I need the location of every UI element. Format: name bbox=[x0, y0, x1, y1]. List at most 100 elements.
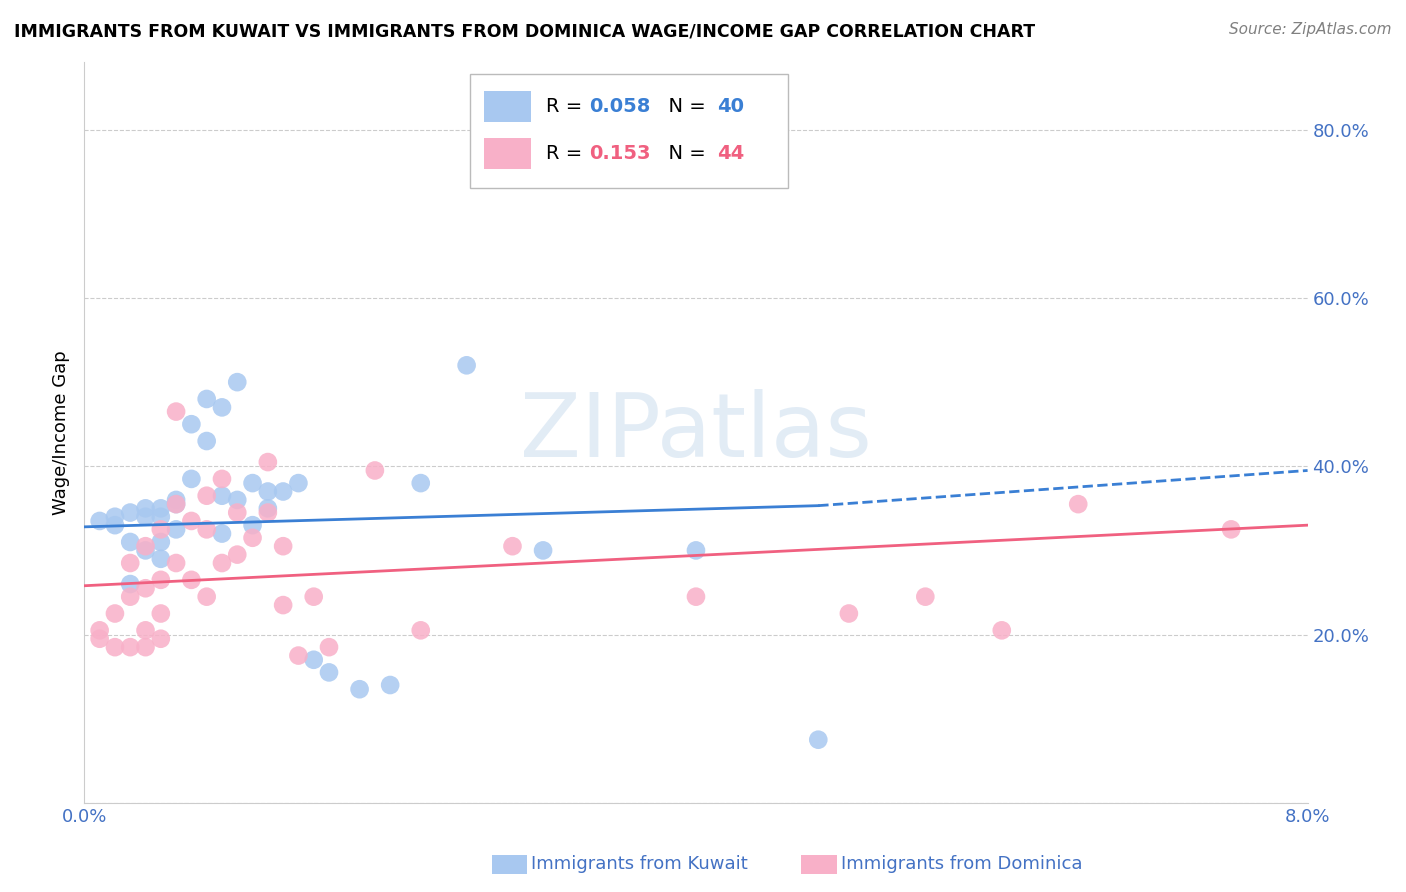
Point bbox=[120, 640, 142, 655]
Point bbox=[257, 484, 280, 499]
Point bbox=[287, 648, 309, 663]
Point bbox=[135, 581, 157, 595]
Point bbox=[120, 577, 142, 591]
Point bbox=[149, 632, 172, 646]
Point bbox=[89, 632, 111, 646]
Text: N =: N = bbox=[655, 97, 711, 116]
Point bbox=[165, 497, 187, 511]
Point bbox=[1067, 497, 1090, 511]
Point bbox=[180, 472, 202, 486]
Point bbox=[165, 522, 187, 536]
Point bbox=[149, 607, 172, 621]
Point bbox=[318, 665, 340, 680]
Point bbox=[180, 573, 202, 587]
Point bbox=[165, 497, 187, 511]
Text: 44: 44 bbox=[717, 144, 744, 163]
Point bbox=[914, 590, 936, 604]
Point bbox=[226, 548, 249, 562]
Bar bbox=[484, 138, 531, 169]
Point bbox=[409, 476, 432, 491]
Text: Source: ZipAtlas.com: Source: ZipAtlas.com bbox=[1229, 22, 1392, 37]
Point bbox=[149, 573, 172, 587]
Point bbox=[287, 476, 309, 491]
Point bbox=[149, 551, 172, 566]
Point bbox=[149, 501, 172, 516]
Point bbox=[211, 489, 233, 503]
Point bbox=[364, 463, 387, 477]
Point bbox=[165, 404, 187, 418]
Point bbox=[135, 509, 157, 524]
Point bbox=[165, 492, 187, 507]
Point bbox=[104, 607, 127, 621]
Point bbox=[257, 506, 280, 520]
Point bbox=[302, 590, 325, 604]
Text: 0.153: 0.153 bbox=[589, 144, 651, 163]
Text: 40: 40 bbox=[717, 97, 744, 116]
Point bbox=[195, 392, 218, 406]
Text: 0.058: 0.058 bbox=[589, 97, 651, 116]
Text: IMMIGRANTS FROM KUWAIT VS IMMIGRANTS FROM DOMINICA WAGE/INCOME GAP CORRELATION C: IMMIGRANTS FROM KUWAIT VS IMMIGRANTS FRO… bbox=[14, 22, 1035, 40]
Point bbox=[257, 455, 280, 469]
Point bbox=[135, 624, 157, 638]
Point bbox=[838, 607, 860, 621]
FancyBboxPatch shape bbox=[470, 73, 787, 188]
Point bbox=[195, 434, 218, 448]
Point bbox=[1220, 522, 1243, 536]
Point bbox=[180, 514, 202, 528]
Bar bbox=[484, 91, 531, 122]
Point bbox=[135, 539, 157, 553]
Point bbox=[149, 535, 172, 549]
Point bbox=[195, 590, 218, 604]
Text: Immigrants from Dominica: Immigrants from Dominica bbox=[841, 855, 1083, 873]
Point bbox=[195, 522, 218, 536]
Point bbox=[120, 506, 142, 520]
Point bbox=[226, 506, 249, 520]
Point bbox=[211, 401, 233, 415]
Point bbox=[89, 624, 111, 638]
Point bbox=[271, 539, 294, 553]
Text: R =: R = bbox=[546, 97, 588, 116]
Text: N =: N = bbox=[655, 144, 711, 163]
Point bbox=[195, 489, 218, 503]
Point bbox=[991, 624, 1014, 638]
Point bbox=[242, 476, 264, 491]
Point bbox=[271, 598, 294, 612]
Text: R =: R = bbox=[546, 144, 588, 163]
Point bbox=[135, 640, 157, 655]
Point bbox=[318, 640, 340, 655]
Point bbox=[257, 501, 280, 516]
Point bbox=[104, 518, 127, 533]
Point bbox=[120, 556, 142, 570]
Point bbox=[211, 472, 233, 486]
Text: Immigrants from Kuwait: Immigrants from Kuwait bbox=[531, 855, 748, 873]
Point bbox=[271, 484, 294, 499]
Point bbox=[349, 682, 371, 697]
Point bbox=[211, 556, 233, 570]
Text: ZIPatlas: ZIPatlas bbox=[520, 389, 872, 476]
Point bbox=[135, 501, 157, 516]
Point bbox=[685, 543, 707, 558]
Point bbox=[242, 518, 264, 533]
Point bbox=[165, 556, 187, 570]
Point bbox=[685, 590, 707, 604]
Point bbox=[302, 653, 325, 667]
Point bbox=[502, 539, 524, 553]
Point bbox=[226, 375, 249, 389]
Point bbox=[180, 417, 202, 432]
Point bbox=[104, 640, 127, 655]
Point bbox=[380, 678, 402, 692]
Point bbox=[242, 531, 264, 545]
Y-axis label: Wage/Income Gap: Wage/Income Gap bbox=[52, 351, 70, 515]
Point bbox=[211, 526, 233, 541]
Point bbox=[807, 732, 830, 747]
Point bbox=[226, 492, 249, 507]
Point bbox=[531, 543, 554, 558]
Point bbox=[89, 514, 111, 528]
Point bbox=[456, 359, 478, 373]
Point bbox=[135, 543, 157, 558]
Point bbox=[120, 535, 142, 549]
Point bbox=[104, 509, 127, 524]
Point bbox=[120, 590, 142, 604]
Point bbox=[149, 509, 172, 524]
Point bbox=[409, 624, 432, 638]
